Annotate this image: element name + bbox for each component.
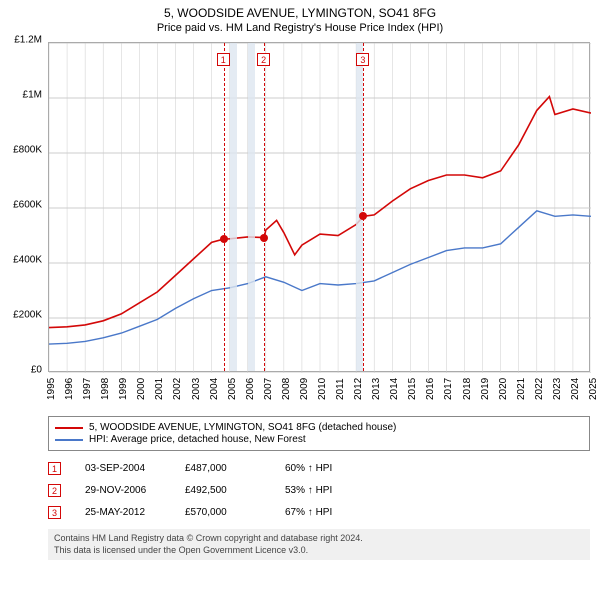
- chart-sale-dot: [260, 234, 268, 242]
- x-axis-tick-label: 2002: [172, 378, 183, 400]
- x-axis-tick-label: 2019: [480, 378, 491, 400]
- x-axis-tick-label: 2015: [407, 378, 418, 400]
- sale-pct-vs-hpi: 53% ↑ HPI: [285, 485, 332, 496]
- sale-pct-vs-hpi: 67% ↑ HPI: [285, 507, 332, 518]
- y-axis-labels: £0£200K£400K£600K£800K£1M£1.2M: [0, 40, 46, 370]
- x-axis-labels: 1995 1996 1997 1998 1999 2000 2001 2002 2003 2004…: [48, 372, 590, 412]
- sale-row: 3 25-MAY-2012 £570,000 67% ↑ HPI: [48, 501, 590, 523]
- chart-sale-dot: [220, 235, 228, 243]
- chart-shaded-band: [248, 43, 255, 371]
- x-axis-tick-label: 2020: [498, 378, 509, 400]
- sale-price: £487,000: [185, 463, 285, 474]
- chart-titles: 5, WOODSIDE AVENUE, LYMINGTON, SO41 8FG …: [0, 0, 600, 34]
- chart-shaded-band: [356, 43, 363, 371]
- y-axis-tick-label: £600K: [13, 200, 42, 211]
- sale-row: 2 29-NOV-2006 £492,500 53% ↑ HPI: [48, 479, 590, 501]
- chart-marker-number: 3: [356, 53, 369, 66]
- y-axis-tick-label: £1.2M: [14, 35, 42, 46]
- x-axis-tick-label: 1996: [64, 378, 75, 400]
- x-axis-tick-label: 1998: [100, 378, 111, 400]
- attribution-line: Contains HM Land Registry data © Crown c…: [54, 533, 584, 545]
- attribution-line: This data is licensed under the Open Gov…: [54, 545, 584, 557]
- chart-legend: 5, WOODSIDE AVENUE, LYMINGTON, SO41 8FG …: [48, 416, 590, 451]
- legend-label: HPI: Average price, detached house, New …: [89, 434, 306, 445]
- attribution-box: Contains HM Land Registry data © Crown c…: [48, 529, 590, 560]
- chart-marker-line: [224, 43, 225, 371]
- x-axis-tick-label: 2014: [389, 378, 400, 400]
- sale-marker-number: 2: [48, 484, 61, 497]
- chart-sale-dot: [359, 212, 367, 220]
- y-axis-tick-label: £0: [31, 365, 42, 376]
- legend-swatch: [55, 439, 83, 441]
- sale-date: 29-NOV-2006: [85, 485, 185, 496]
- x-axis-tick-label: 2011: [335, 378, 346, 400]
- sale-row: 1 03-SEP-2004 £487,000 60% ↑ HPI: [48, 457, 590, 479]
- x-axis-tick-label: 2007: [263, 378, 274, 400]
- x-axis-tick-label: 2021: [516, 378, 527, 400]
- y-axis-tick-label: £800K: [13, 145, 42, 156]
- sale-price: £570,000: [185, 507, 285, 518]
- legend-label: 5, WOODSIDE AVENUE, LYMINGTON, SO41 8FG …: [89, 422, 396, 433]
- x-axis-tick-label: 2008: [281, 378, 292, 400]
- chart-title-address: 5, WOODSIDE AVENUE, LYMINGTON, SO41 8FG: [0, 6, 600, 20]
- x-axis-tick-label: 2012: [353, 378, 364, 400]
- x-axis-tick-label: 2017: [443, 378, 454, 400]
- x-axis-tick-label: 1997: [82, 378, 93, 400]
- sale-pct-vs-hpi: 60% ↑ HPI: [285, 463, 332, 474]
- sale-marker-number: 3: [48, 506, 61, 519]
- x-axis-tick-label: 2018: [462, 378, 473, 400]
- legend-swatch: [55, 427, 83, 429]
- chart-shaded-band: [230, 43, 237, 371]
- sale-marker-number: 1: [48, 462, 61, 475]
- x-axis-tick-label: 2006: [245, 378, 256, 400]
- sale-date: 03-SEP-2004: [85, 463, 185, 474]
- chart-marker-number: 1: [217, 53, 230, 66]
- x-axis-tick-label: 2004: [209, 378, 220, 400]
- y-axis-tick-label: £1M: [23, 90, 42, 101]
- x-axis-tick-label: 2009: [299, 378, 310, 400]
- x-axis-tick-label: 2010: [317, 378, 328, 400]
- chart-marker-line: [264, 43, 265, 371]
- y-axis-tick-label: £400K: [13, 255, 42, 266]
- x-axis-tick-label: 2016: [425, 378, 436, 400]
- sale-date: 25-MAY-2012: [85, 507, 185, 518]
- x-axis-tick-label: 1995: [46, 378, 57, 400]
- legend-item: HPI: Average price, detached house, New …: [55, 434, 583, 445]
- x-axis-tick-label: 2023: [552, 378, 563, 400]
- sale-price: £492,500: [185, 485, 285, 496]
- chart-subtitle: Price paid vs. HM Land Registry's House …: [0, 22, 600, 34]
- x-axis-tick-label: 2005: [227, 378, 238, 400]
- chart-svg: [49, 43, 591, 373]
- page-container: 5, WOODSIDE AVENUE, LYMINGTON, SO41 8FG …: [0, 0, 600, 590]
- chart-marker-number: 2: [257, 53, 270, 66]
- y-axis-tick-label: £200K: [13, 310, 42, 321]
- sales-list: 1 03-SEP-2004 £487,000 60% ↑ HPI 2 29-NO…: [48, 457, 590, 523]
- x-axis-tick-label: 2000: [136, 378, 147, 400]
- chart-marker-line: [363, 43, 364, 371]
- x-axis-tick-label: 1999: [118, 378, 129, 400]
- x-axis-tick-label: 2001: [154, 378, 165, 400]
- x-axis-tick-label: 2003: [191, 378, 202, 400]
- x-axis-tick-label: 2024: [570, 378, 581, 400]
- x-axis-tick-label: 2022: [534, 378, 545, 400]
- x-axis-tick-label: 2025: [588, 378, 599, 400]
- x-axis-tick-label: 2013: [371, 378, 382, 400]
- chart-plot-area: 1 2 3: [48, 42, 590, 372]
- legend-item: 5, WOODSIDE AVENUE, LYMINGTON, SO41 8FG …: [55, 422, 583, 433]
